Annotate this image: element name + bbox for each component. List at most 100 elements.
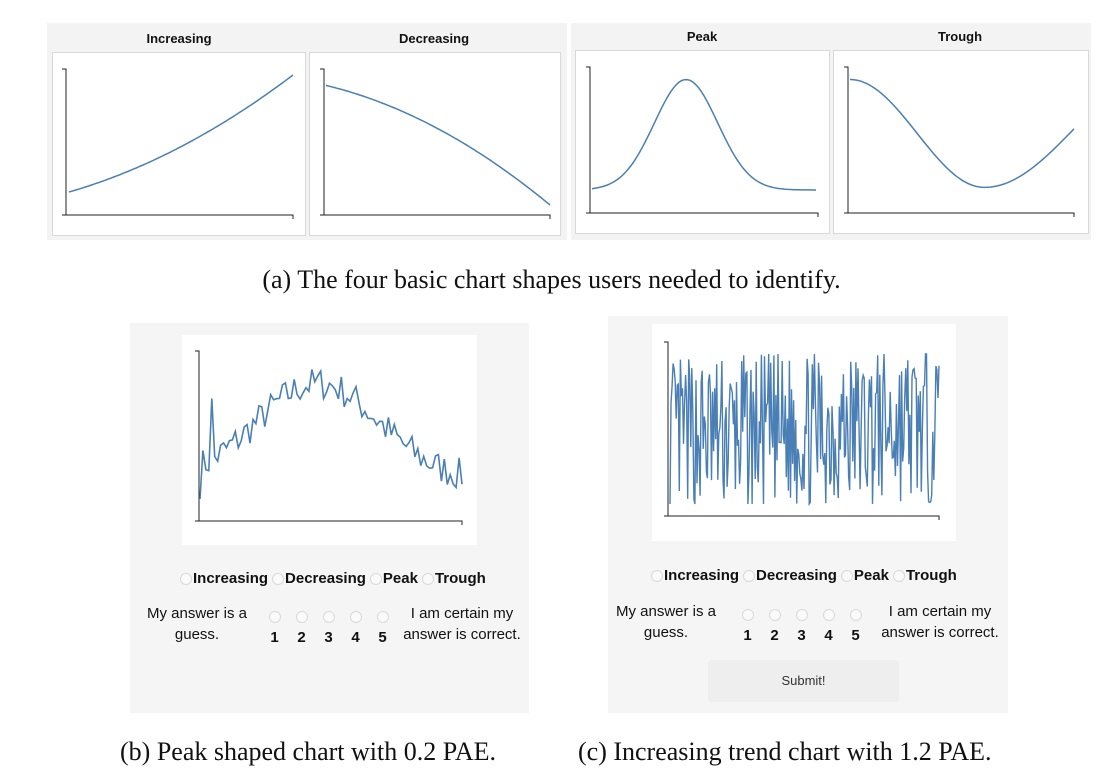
scale-number: 1 (743, 627, 752, 644)
decreasing-chart-title: Decreasing (398, 31, 470, 46)
scale-radio-3[interactable] (322, 611, 335, 623)
scale-option-3[interactable]: 3 (315, 607, 342, 646)
radio-decreasing[interactable] (743, 569, 756, 582)
choice-label: Trough (434, 570, 486, 587)
survey-panel-c: Increasing Decreasing Peak Trough My ans… (608, 316, 1008, 713)
scale-option-5[interactable]: 5 (369, 607, 396, 646)
guess-label: My answer is a guess. (612, 601, 720, 643)
choice-label: Peak (853, 567, 889, 584)
radio-peak[interactable] (840, 569, 853, 582)
choice-peak[interactable]: Peak (369, 570, 418, 587)
x-axis (62, 214, 294, 219)
increasing-chart (52, 52, 306, 236)
choice-label: Decreasing (285, 570, 366, 587)
x-axis (664, 515, 940, 520)
scale-radio-4[interactable] (349, 611, 362, 623)
scale-radio-4[interactable] (822, 609, 835, 621)
certain-label-line2: answer is correct. (403, 626, 521, 643)
scale-radio-3[interactable] (795, 609, 808, 621)
choice-increasing[interactable]: Increasing (651, 567, 739, 584)
scale-radio-2[interactable] (295, 611, 308, 623)
decreasing-curve (325, 84, 551, 206)
radio-decreasing[interactable] (272, 572, 285, 585)
increasing-stimulus-chart (652, 324, 956, 541)
scale-option-2[interactable]: 2 (288, 607, 315, 646)
radio-trough[interactable] (892, 569, 905, 582)
caption-a: (a) The four basic chart shapes users ne… (262, 265, 841, 294)
certainty-scale: 1 2 3 4 5 (261, 607, 396, 646)
scale-number: 5 (851, 627, 860, 644)
trough-chart-title: Trough (937, 29, 983, 44)
increasing-noisy-line (669, 353, 940, 507)
peak-chart-svg (586, 66, 819, 217)
scale-number: 1 (270, 629, 279, 646)
choice-label: Increasing (664, 567, 740, 584)
shape-choice-group: Increasing Decreasing Peak Trough (651, 567, 961, 584)
survey-panel-b: Increasing Decreasing Peak Trough My ans… (130, 323, 529, 713)
peak-curve (591, 78, 816, 191)
peak-stimulus-svg (195, 350, 463, 525)
radio-increasing[interactable] (180, 572, 192, 585)
x-axis (586, 212, 819, 217)
choice-trough[interactable]: Trough (892, 567, 957, 584)
scale-option-3[interactable]: 3 (788, 605, 815, 644)
y-axis (586, 66, 591, 213)
scale-radio-5[interactable] (849, 609, 862, 621)
caption-b: (b) Peak shaped chart with 0.2 PAE. (120, 737, 496, 766)
guess-label: My answer is a guess. (143, 603, 251, 645)
scale-option-4[interactable]: 4 (342, 607, 369, 646)
scale-radio-2[interactable] (768, 609, 781, 621)
scale-option-1[interactable]: 1 (261, 607, 288, 646)
scale-number: 2 (770, 627, 779, 644)
radio-trough[interactable] (421, 572, 434, 585)
choice-decreasing[interactable]: Decreasing (743, 567, 837, 584)
y-axis (664, 341, 669, 516)
caption-c: (c) Increasing trend chart with 1.2 PAE. (578, 737, 992, 766)
scale-radio-1[interactable] (268, 611, 281, 623)
choice-label: Peak (382, 570, 418, 587)
trough-chart-svg (844, 66, 1075, 217)
increasing-chart-svg (62, 68, 294, 219)
choice-label: Increasing (193, 570, 269, 587)
certain-label: I am certain my answer is correct. (400, 603, 524, 645)
scale-option-4[interactable]: 4 (815, 605, 842, 644)
radio-increasing[interactable] (651, 569, 663, 582)
scale-number: 4 (824, 627, 833, 644)
x-axis (320, 214, 551, 219)
choice-trough[interactable]: Trough (421, 570, 486, 587)
y-axis (62, 68, 67, 215)
scale-number: 5 (378, 629, 387, 646)
scale-option-1[interactable]: 1 (734, 605, 761, 644)
scale-number: 3 (324, 629, 333, 646)
choice-label: Trough (905, 567, 957, 584)
y-axis (320, 68, 325, 215)
certain-label-line1: I am certain my (888, 603, 992, 620)
scale-option-2[interactable]: 2 (761, 605, 788, 644)
increasing-curve (68, 74, 294, 193)
scale-number: 2 (297, 629, 306, 646)
trough-curve (849, 78, 1075, 189)
choice-decreasing[interactable]: Decreasing (272, 570, 366, 587)
scale-number: 3 (797, 627, 806, 644)
scale-radio-1[interactable] (741, 609, 754, 621)
y-axis (195, 350, 200, 521)
decreasing-chart (309, 52, 561, 236)
scale-radio-5[interactable] (376, 611, 389, 623)
trough-chart (833, 50, 1089, 234)
guess-label-line2: guess. (643, 624, 689, 641)
choice-peak[interactable]: Peak (840, 567, 889, 584)
peak-stimulus-chart (182, 335, 477, 545)
certainty-scale: 1 2 3 4 5 (734, 605, 869, 644)
radio-peak[interactable] (369, 572, 382, 585)
decreasing-chart-svg (320, 68, 551, 219)
choice-increasing[interactable]: Increasing (180, 570, 268, 587)
x-axis (195, 520, 463, 525)
submit-button[interactable]: Submit! (708, 660, 899, 702)
scale-number: 4 (351, 629, 360, 646)
scale-option-5[interactable]: 5 (842, 605, 869, 644)
peak-chart-title: Peak (686, 29, 718, 44)
increasing-stimulus-svg (664, 341, 940, 520)
peak-chart (575, 50, 830, 234)
y-axis (844, 66, 849, 213)
certain-label: I am certain my answer is correct. (876, 601, 1004, 643)
